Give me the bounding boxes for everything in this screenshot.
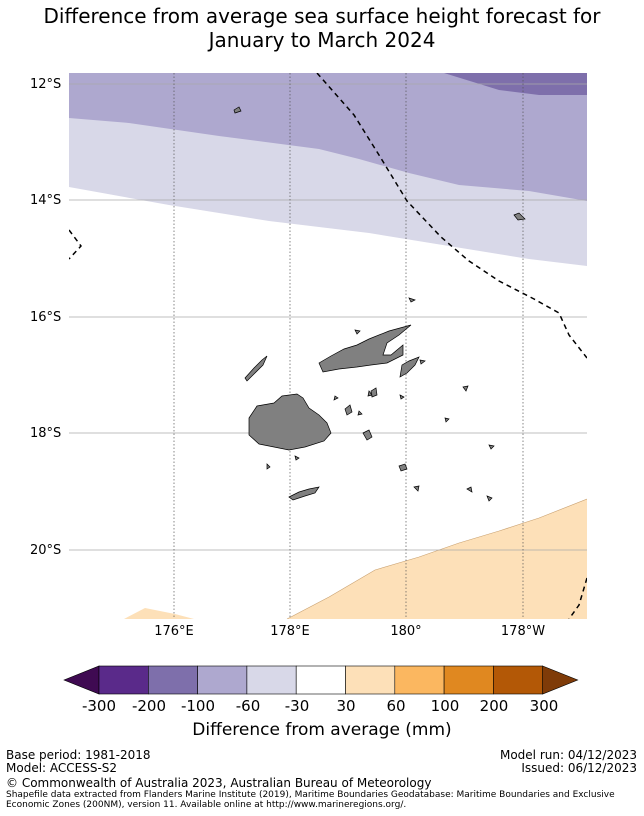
lon-label-178w: 178°W [500, 624, 546, 639]
islet-8 [462, 385, 469, 392]
lon-label-178e: 178°E [270, 624, 310, 639]
lon-gridlines [173, 73, 524, 619]
shapefile-note: Shapefile data extracted from Flanders M… [6, 790, 615, 810]
ovalau [344, 404, 353, 416]
map-title: Difference from average sea surface heig… [0, 4, 644, 52]
colorbar-title: Difference from average (mm) [192, 720, 452, 740]
band-minus-60-to-minus-100 [69, 73, 587, 201]
colorbar-label-minus-100: -100 [180, 697, 216, 715]
kadavu [288, 486, 320, 501]
lakeba [398, 463, 408, 472]
islet-1 [408, 297, 416, 303]
gau [362, 429, 373, 441]
lat-label-20s: 20°S [30, 543, 62, 558]
yasawa [244, 355, 268, 382]
copyright: © Commonwealth of Australia 2023, Austra… [6, 776, 432, 790]
islet-11 [357, 410, 363, 416]
colorbar-segment-3 [197, 665, 248, 695]
colorbar-segment-2 [148, 665, 198, 695]
islet-13 [399, 394, 405, 400]
vanua-levu [318, 324, 412, 373]
islet-9 [367, 390, 373, 397]
band-plus-30-to-plus-60 [287, 499, 587, 619]
lon-label-176e: 176°E [154, 624, 194, 639]
islet-4 [413, 485, 420, 492]
colorbar-label-minus-200: -200 [131, 697, 167, 715]
colorbar-label-minus-60: -60 [235, 697, 261, 715]
base-period: Base period: 1981-2018 [6, 748, 151, 762]
taveuni [399, 356, 420, 378]
colorbar-label-minus-300: -300 [81, 697, 117, 715]
lon-label-180: 180° [390, 624, 422, 639]
islet-3 [419, 359, 426, 365]
model-run: Model run: 04/12/2023 [499, 748, 637, 762]
lat-label-16s: 16°S [30, 310, 62, 325]
colorbar-segment-1 [98, 665, 149, 695]
eez-boundary [69, 73, 587, 619]
lat-label-18s: 18°S [30, 426, 62, 441]
colorbar-extend-high [542, 665, 579, 695]
colorbar [63, 665, 579, 695]
colorbar-segment-8 [443, 665, 494, 695]
fiji-islands [233, 106, 526, 502]
colorbar-segment-6 [345, 665, 396, 695]
colorbar-label-200: 200 [479, 697, 509, 715]
map-svg [69, 73, 587, 619]
colorbar-segment-4 [246, 665, 297, 695]
model-name: Model: ACCESS-S2 [6, 761, 118, 775]
islet-7 [488, 444, 495, 450]
band-plus-30-to-plus-60-corner [124, 608, 194, 619]
lat-label-12s: 12°S [30, 77, 62, 92]
lat-label-14s: 14°S [30, 193, 62, 208]
map-panel [69, 73, 587, 619]
colorbar-label-minus-30: -30 [284, 697, 310, 715]
islet-6 [486, 495, 493, 502]
colorbar-extend-low [63, 665, 100, 695]
colorbar-label-100: 100 [430, 697, 460, 715]
viti-levu [248, 393, 332, 451]
islet-14 [266, 463, 271, 470]
north-island [233, 106, 242, 114]
islet-5 [466, 486, 473, 493]
islet-15 [294, 455, 300, 461]
islet-10 [333, 395, 339, 401]
title-line-2: January to March 2024 [208, 28, 436, 52]
issued-date: Issued: 06/12/2023 [521, 761, 637, 775]
colorbar-label-30: 30 [336, 697, 356, 715]
colorbar-label-60: 60 [386, 697, 406, 715]
east-island [513, 212, 526, 221]
colorbar-label-300: 300 [529, 697, 559, 715]
colorbar-segment-9 [493, 665, 543, 695]
colorbar-segment-7 [394, 665, 445, 695]
colorbar-segment-5 [295, 665, 346, 695]
islet-12 [444, 417, 450, 423]
islet-2 [354, 329, 361, 335]
title-line-1: Difference from average sea surface heig… [43, 4, 601, 28]
